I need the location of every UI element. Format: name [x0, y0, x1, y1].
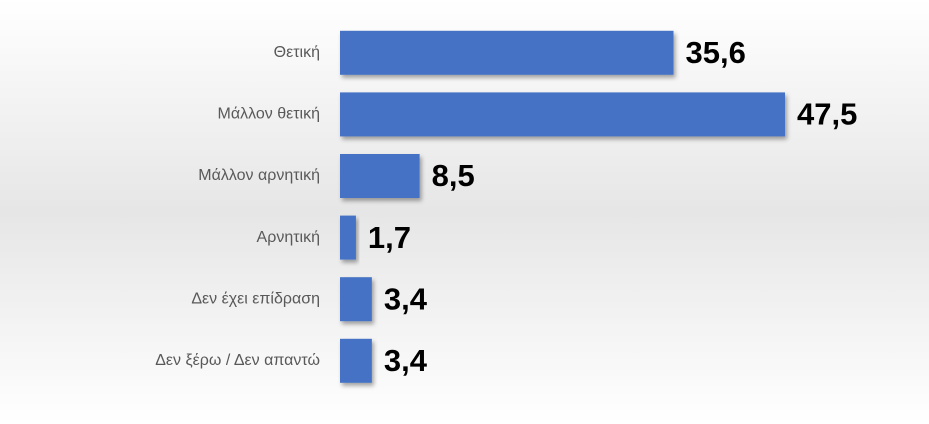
bar — [340, 277, 372, 322]
bar — [340, 154, 420, 198]
value-label: 35,6 — [686, 35, 746, 70]
category-label: Μάλλον αρνητική — [198, 167, 320, 184]
category-label: Δεν ξέρω / Δεν απαντώ — [155, 352, 320, 369]
category-label: Μάλλον θετική — [218, 106, 320, 123]
bar — [340, 338, 372, 383]
category-label: Δεν έχει επίδραση — [191, 290, 320, 307]
value-label: 1,7 — [368, 220, 411, 255]
value-label: 8,5 — [432, 158, 475, 193]
value-label: 47,5 — [797, 97, 857, 132]
bar — [340, 215, 356, 260]
bar — [340, 92, 785, 137]
bar — [340, 30, 674, 75]
category-label: Αρνητική — [257, 229, 320, 246]
value-label: 3,4 — [384, 281, 428, 316]
value-label: 3,4 — [384, 343, 428, 378]
category-label: Θετική — [274, 44, 320, 61]
